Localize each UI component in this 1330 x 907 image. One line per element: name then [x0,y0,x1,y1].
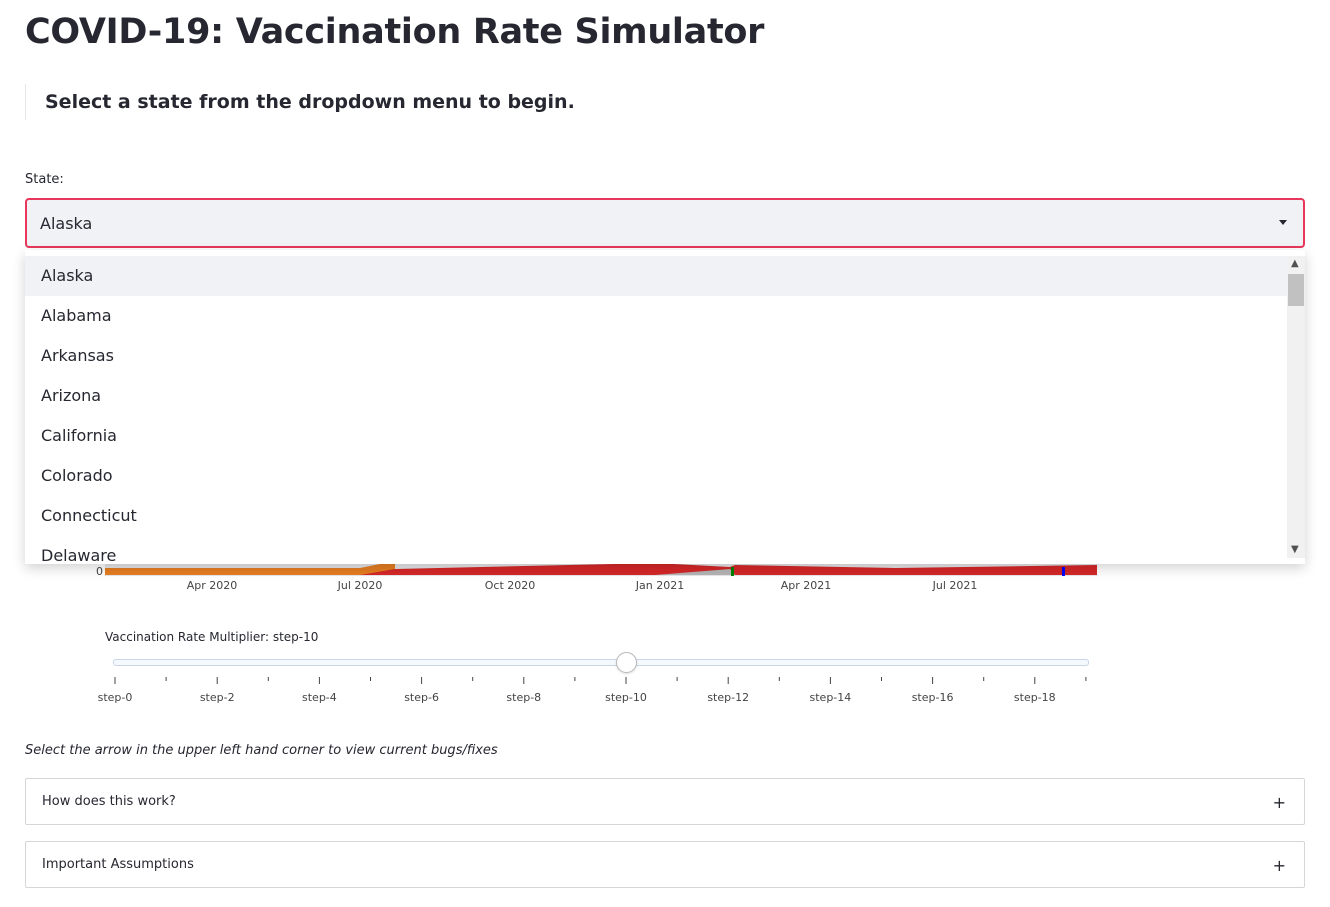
intro-text: Select a state from the dropdown menu to… [45,91,575,113]
dropdown-option[interactable]: Delaware [41,546,117,564]
series-area [655,569,735,575]
bugs-hint: Select the arrow in the upper left hand … [25,743,498,758]
expander-assumptions[interactable]: Important Assumptions + [25,841,1305,888]
x-tick-label: Apr 2021 [781,579,832,592]
dropdown-list: Alaska Alabama Arkansas Arizona California Co… [25,256,1287,564]
expander-how-it-works[interactable]: How does this work? + [25,778,1305,825]
slider-tick-label: step-2 [200,691,235,704]
dropdown-scrollbar[interactable]: ▲ ▼ [1287,256,1305,558]
slider-label: Vaccination Rate Multiplier: step-10 [105,630,319,644]
slider-tick-label: step-12 [707,691,749,704]
slider-tick-label: step-6 [404,691,439,704]
plus-icon[interactable]: + [1272,793,1286,812]
series-area [105,561,395,575]
slider-tick-label: step-16 [912,691,954,704]
slider-tick-label: step-14 [810,691,852,704]
dropdown-option[interactable]: Arizona [41,386,102,405]
slider-tick-label: step-0 [98,691,133,704]
y-tick-label: 0 [96,565,103,578]
x-tick-label: Apr 2020 [187,579,238,592]
dropdown-option[interactable]: California [41,426,117,445]
x-tick-label: Jan 2021 [635,579,684,592]
expander-label: Important Assumptions [42,857,194,872]
x-tick-label: Oct 2020 [485,579,536,592]
expander-label: How does this work? [42,794,176,809]
caret-down-icon[interactable] [1279,220,1287,225]
dropdown-option[interactable]: Alaska [25,256,1287,296]
slider-handle[interactable] [616,652,637,673]
series-area [360,563,1097,575]
event-marker [1062,567,1065,576]
dropdown-option[interactable]: Connecticut [41,506,137,525]
slider-tick-label: step-18 [1014,691,1056,704]
intro-blockquote: Select a state from the dropdown menu to… [25,84,575,120]
plus-icon[interactable]: + [1272,856,1286,875]
x-tick-label: Jul 2021 [932,579,978,592]
x-tick-label: Jul 2020 [337,579,383,592]
dropdown-option[interactable]: Colorado [41,466,113,485]
event-marker [731,567,734,576]
scroll-up-icon[interactable]: ▲ [1291,258,1299,269]
state-dropdown-menu[interactable]: Alaska Alabama Arkansas Arizona California Co… [25,250,1305,564]
dropdown-option[interactable]: Arkansas [41,346,114,365]
state-select[interactable]: Alaska [25,198,1305,248]
state-select-value: Alaska [40,213,93,233]
slider-tick-label: step-8 [506,691,541,704]
dropdown-option[interactable]: Alabama [41,306,112,325]
slider-ticks: step-0 step-2 step-4 step-6 step-8 step-10 ste… [98,677,1087,704]
page-title: COVID-19: Vaccination Rate Simulator [25,12,765,52]
slider-tick-label: step-4 [302,691,337,704]
slider-track[interactable] [113,659,1089,666]
state-label: State: [25,172,64,187]
slider-tick-label: step-10 [605,691,647,704]
scroll-thumb[interactable] [1288,274,1304,306]
scroll-down-icon[interactable]: ▼ [1291,544,1299,555]
